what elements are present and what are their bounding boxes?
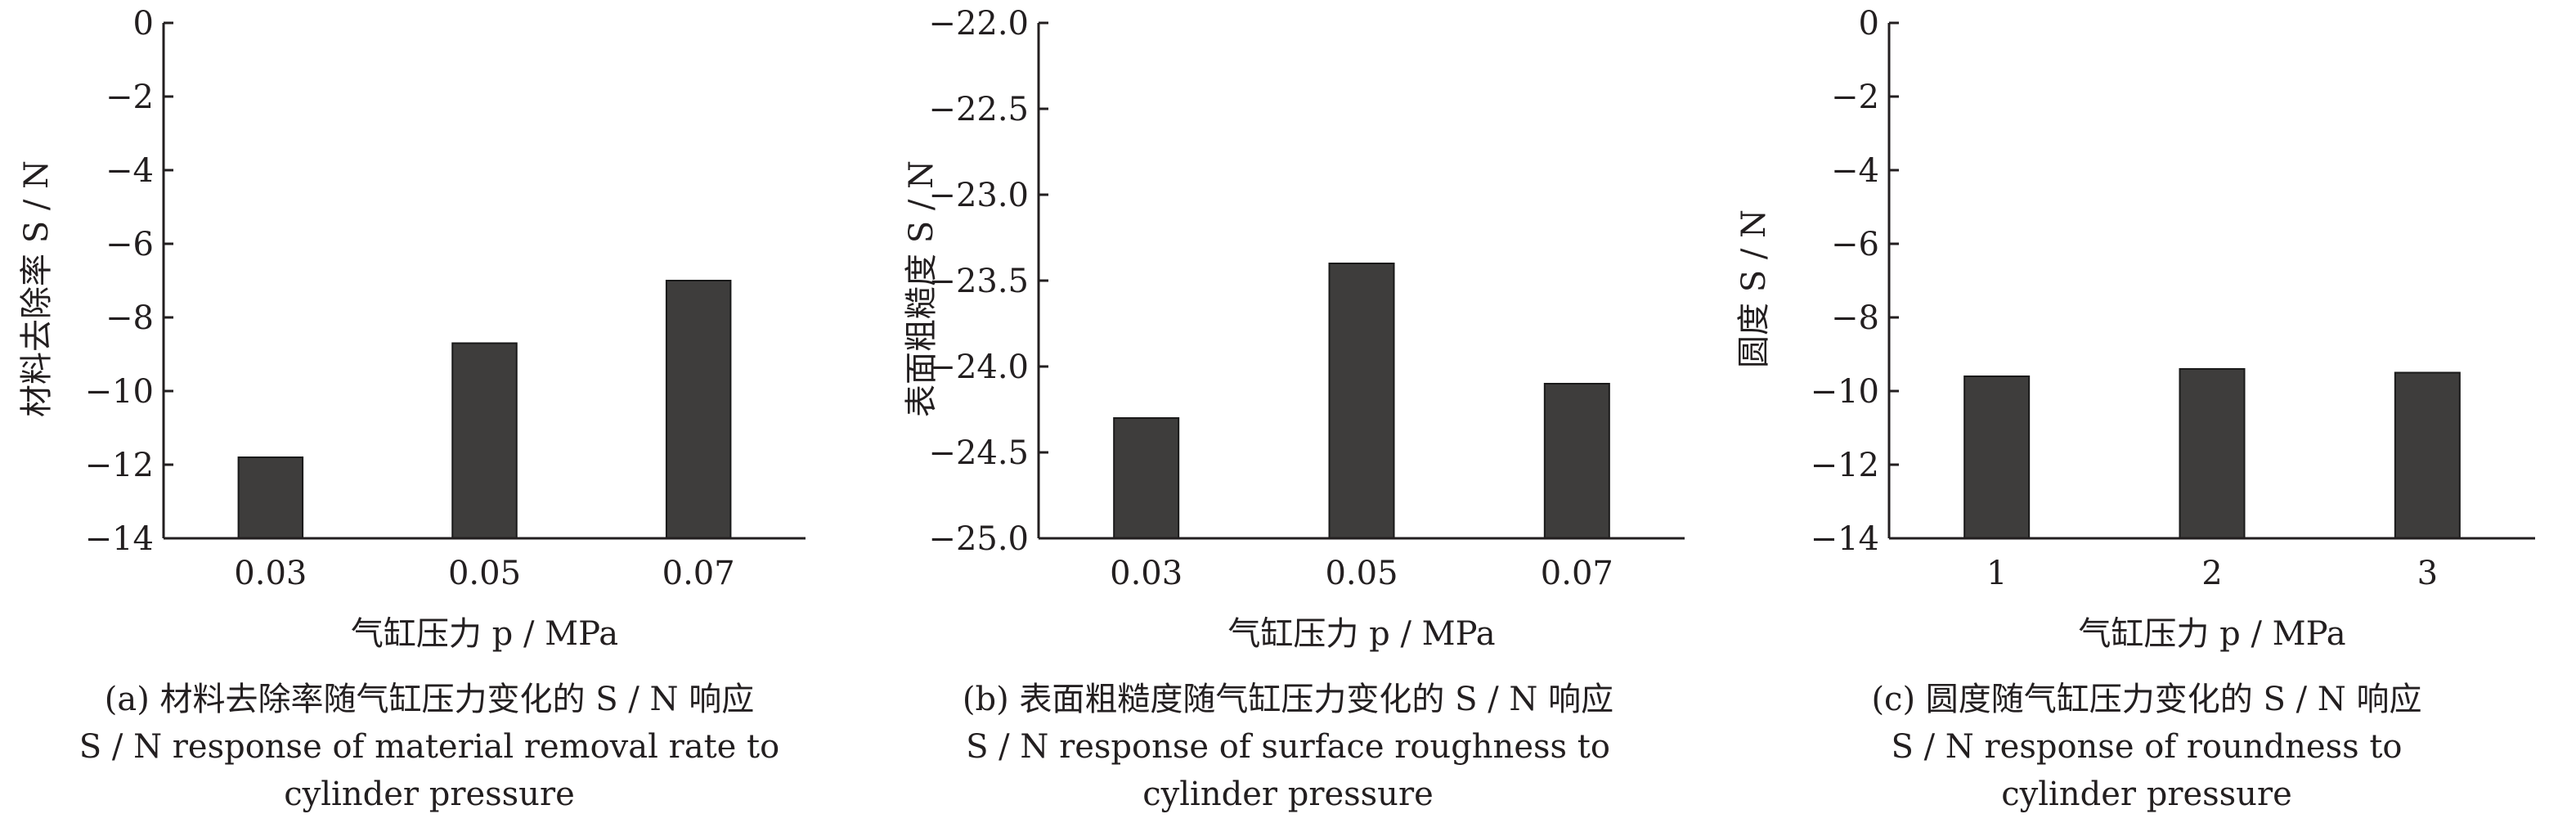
y-axis-title-a: 材料去除率 S / N xyxy=(18,160,56,417)
caption-a-line3: cylinder pressure xyxy=(284,776,575,813)
bar-c-0 xyxy=(1963,376,2031,539)
bar-a-1 xyxy=(451,342,518,539)
chart-a: 0 −2 −4 −6 −8 −10 −12 −14 0.03 0.05 0.07 气缸压力 p / M… xyxy=(18,5,806,653)
y-tick-label-b-4: −24.0 xyxy=(928,349,1029,386)
y-tick-label-b-2: −23.0 xyxy=(928,177,1029,214)
y-tick-label-a-2: −4 xyxy=(105,152,154,190)
y-tick-label-a-3: −6 xyxy=(105,226,154,263)
caption-c-line1: (c) 圆度随气缸压力变化的 S / N 响应 xyxy=(1871,681,2422,718)
caption-b-line2: S / N response of surface roughness to xyxy=(966,728,1610,766)
y-axis-title-b: 表面粗糙度 S / N xyxy=(903,160,940,417)
x-tick-label-a-0: 0.03 xyxy=(234,555,307,592)
y-tick-label-b-1: −22.5 xyxy=(928,91,1029,128)
y-axis-title-c: 圆度 S / N xyxy=(1735,209,1773,368)
chart-panel-b: −22.0 −22.5 −23.0 −23.5 −24.0 −24.5 −25.0 0.03 0… xyxy=(859,0,1717,823)
y-tick-label-c-3: −6 xyxy=(1831,226,1879,263)
y-tick-label-a-6: −12 xyxy=(85,447,154,484)
bar-b-2 xyxy=(1543,383,1610,539)
y-tick-label-c-6: −12 xyxy=(1811,447,1879,484)
bar-c-2 xyxy=(2394,371,2461,539)
y-tick-label-c-1: −2 xyxy=(1831,79,1879,116)
x-tick-label-b-0: 0.03 xyxy=(1110,555,1183,592)
x-axis-title-a: 气缸压力 p / MPa xyxy=(351,615,618,653)
x-axis-title-c: 气缸压力 p / MPa xyxy=(2078,615,2345,653)
y-tick-label-a-1: −2 xyxy=(105,79,154,116)
y-tick-label-c-7: −14 xyxy=(1811,520,1879,558)
chart-c: 0 −2 −4 −6 −8 −10 −12 −14 1 2 3 气缸压力 p / MPa 圆度 S / … xyxy=(1735,5,2535,653)
caption-b-line1: (b) 表面粗糙度随气缸压力变化的 S / N 响应 xyxy=(962,681,1614,718)
x-tick-label-c-0: 1 xyxy=(1986,555,2007,592)
bar-b-1 xyxy=(1328,263,1395,539)
chart-panel-c: 0 −2 −4 −6 −8 −10 −12 −14 1 2 3 气缸压力 p / MPa 圆度 S / … xyxy=(1717,0,2576,823)
chart-b: −22.0 −22.5 −23.0 −23.5 −24.0 −24.5 −25.0 0.03 0… xyxy=(903,5,1685,653)
caption-b-line3: cylinder pressure xyxy=(1142,776,1434,813)
y-tick-label-c-2: −4 xyxy=(1831,152,1879,190)
bar-c-1 xyxy=(2179,368,2246,539)
x-axis-title-b: 气缸压力 p / MPa xyxy=(1227,615,1495,653)
caption-c: (c) 圆度随气缸压力变化的 S / N 响应 S / N response o… xyxy=(1717,676,2576,818)
x-tick-label-c-1: 2 xyxy=(2201,555,2222,592)
chart-panel-a: 0 −2 −4 −6 −8 −10 −12 −14 0.03 0.05 0.07 气缸压力 p / M… xyxy=(0,0,859,823)
caption-a-line2: S / N response of material removal rate … xyxy=(79,728,780,766)
y-tick-label-a-0: 0 xyxy=(133,5,154,43)
x-tick-label-b-1: 0.05 xyxy=(1325,555,1398,592)
bar-a-0 xyxy=(237,456,304,539)
caption-c-line2: S / N response of roundness to xyxy=(1891,728,2403,766)
y-tick-label-a-5: −10 xyxy=(85,373,154,411)
caption-b: (b) 表面粗糙度随气缸压力变化的 S / N 响应 S / N respons… xyxy=(859,676,1717,818)
y-tick-label-c-4: −8 xyxy=(1831,299,1879,337)
y-tick-label-b-6: −25.0 xyxy=(928,520,1029,558)
x-tick-label-b-2: 0.07 xyxy=(1541,555,1613,592)
caption-c-line3: cylinder pressure xyxy=(2001,776,2292,813)
caption-a: (a) 材料去除率随气缸压力变化的 S / N 响应 S / N respons… xyxy=(0,676,859,818)
bar-a-2 xyxy=(665,280,732,539)
bar-b-0 xyxy=(1113,417,1180,539)
y-tick-label-c-0: 0 xyxy=(1859,5,1879,43)
y-tick-label-a-4: −8 xyxy=(105,299,154,337)
y-tick-label-b-5: −24.5 xyxy=(928,434,1029,472)
x-tick-label-a-2: 0.07 xyxy=(662,555,735,592)
x-tick-label-c-2: 3 xyxy=(2417,555,2438,592)
caption-a-line1: (a) 材料去除率随气缸压力变化的 S / N 响应 xyxy=(104,681,755,718)
y-tick-label-c-5: −10 xyxy=(1811,373,1879,411)
y-tick-label-a-7: −14 xyxy=(85,520,154,558)
x-tick-label-a-1: 0.05 xyxy=(448,555,521,592)
y-tick-label-b-0: −22.0 xyxy=(928,5,1029,43)
y-tick-label-b-3: −23.5 xyxy=(928,263,1029,300)
